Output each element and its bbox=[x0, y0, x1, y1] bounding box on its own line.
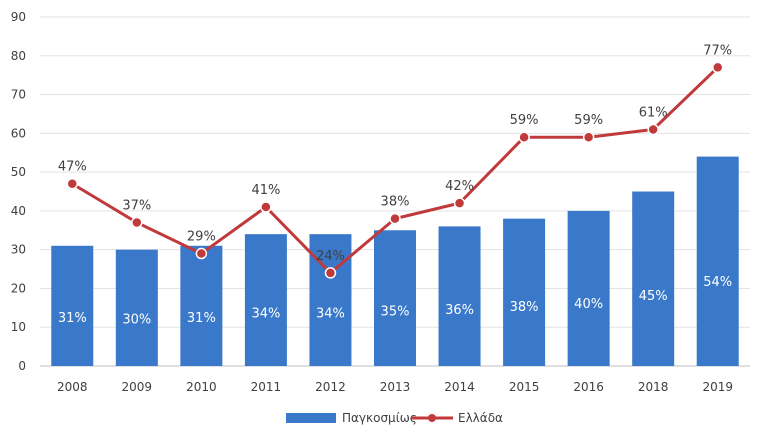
x-tick-label: 2015 bbox=[509, 380, 540, 394]
line-data-label: 41% bbox=[251, 183, 280, 198]
legend-label-line: Ελλάδα bbox=[458, 411, 503, 425]
y-tick-label: 90 bbox=[11, 10, 26, 24]
bar-data-label: 31% bbox=[187, 311, 216, 326]
bar-data-label: 34% bbox=[316, 306, 345, 321]
bar bbox=[632, 191, 675, 366]
bar bbox=[244, 234, 287, 366]
bar bbox=[374, 230, 416, 366]
bar-series: 31% 30% 31% 34% 34% 35% 36% 38% 40% 45% 54% bbox=[51, 156, 739, 366]
line-data-label: 47% bbox=[58, 160, 87, 175]
line-point bbox=[131, 216, 143, 229]
bar-data-label: 35% bbox=[381, 305, 410, 320]
x-tick-label: 2009 bbox=[122, 380, 153, 394]
bar bbox=[115, 249, 158, 366]
line-data-label: 61% bbox=[639, 105, 668, 120]
x-tick-label: 2014 bbox=[444, 380, 475, 394]
bar-data-label: 38% bbox=[510, 300, 539, 315]
line-point bbox=[260, 201, 272, 213]
bar bbox=[438, 226, 481, 366]
x-tick-label: 2012 bbox=[315, 380, 346, 394]
line-data-label: 59% bbox=[574, 113, 603, 128]
grid-lines bbox=[40, 16, 750, 367]
legend: Παγκοσμίως Ελλάδα bbox=[286, 411, 503, 425]
line-data-label: 77% bbox=[703, 43, 732, 58]
legend-bar-swatch bbox=[286, 413, 336, 423]
bar-data-label: 31% bbox=[58, 311, 87, 326]
bar bbox=[696, 156, 739, 366]
y-tick-label: 60 bbox=[11, 126, 26, 140]
line-point bbox=[711, 61, 724, 74]
line-data-label: 29% bbox=[187, 230, 216, 245]
x-tick-label: 2008 bbox=[57, 380, 88, 394]
line-point bbox=[66, 177, 79, 190]
line-data-label: 24% bbox=[316, 249, 345, 264]
y-tick-label: 10 bbox=[11, 320, 26, 334]
bar-data-label: 54% bbox=[703, 275, 732, 290]
line-series: 47% 37% 29% 41% 24% 38% 42% 59% 59% 61% 77% bbox=[58, 43, 732, 279]
x-tick-label: 2010 bbox=[186, 380, 217, 394]
x-tick-label: 2018 bbox=[638, 380, 669, 394]
x-axis: 2008 2009 2010 2011 2012 2013 2014 2015 2016 2018… bbox=[57, 380, 733, 394]
line-data-label: 37% bbox=[122, 199, 151, 214]
line-point bbox=[195, 247, 208, 260]
bar bbox=[503, 218, 546, 366]
line-point bbox=[647, 123, 659, 136]
line-data-label: 59% bbox=[510, 113, 539, 128]
x-tick-label: 2019 bbox=[702, 380, 733, 394]
x-tick-label: 2013 bbox=[380, 380, 411, 394]
y-tick-label: 70 bbox=[11, 88, 26, 102]
y-tick-label: 30 bbox=[11, 243, 26, 257]
bar bbox=[51, 245, 94, 366]
bar bbox=[180, 245, 223, 366]
bar-data-label: 40% bbox=[574, 297, 603, 312]
y-axis: 0 10 20 30 40 50 60 70 80 90 bbox=[11, 10, 26, 373]
line-data-label: 38% bbox=[381, 195, 410, 210]
bar-data-label: 30% bbox=[122, 312, 151, 327]
line-point bbox=[324, 267, 337, 279]
legend-label-bar: Παγκοσμίως bbox=[342, 411, 417, 425]
y-tick-label: 50 bbox=[11, 165, 26, 179]
x-tick-label: 2011 bbox=[251, 380, 282, 394]
bar bbox=[309, 234, 352, 366]
legend-line-marker bbox=[428, 414, 436, 422]
y-tick-label: 20 bbox=[11, 281, 26, 295]
line-point bbox=[389, 212, 401, 225]
line-data-label: 42% bbox=[445, 179, 474, 194]
y-tick-label: 0 bbox=[18, 359, 26, 373]
line-point bbox=[453, 197, 466, 209]
line-point bbox=[518, 131, 530, 143]
x-tick-label: 2016 bbox=[573, 380, 604, 394]
y-tick-label: 40 bbox=[11, 204, 26, 218]
bar-data-label: 34% bbox=[251, 306, 280, 321]
bar-data-label: 45% bbox=[639, 289, 668, 304]
y-tick-label: 80 bbox=[11, 49, 26, 63]
bar bbox=[567, 210, 610, 366]
line-point bbox=[582, 131, 595, 143]
bar-data-label: 36% bbox=[445, 303, 474, 318]
